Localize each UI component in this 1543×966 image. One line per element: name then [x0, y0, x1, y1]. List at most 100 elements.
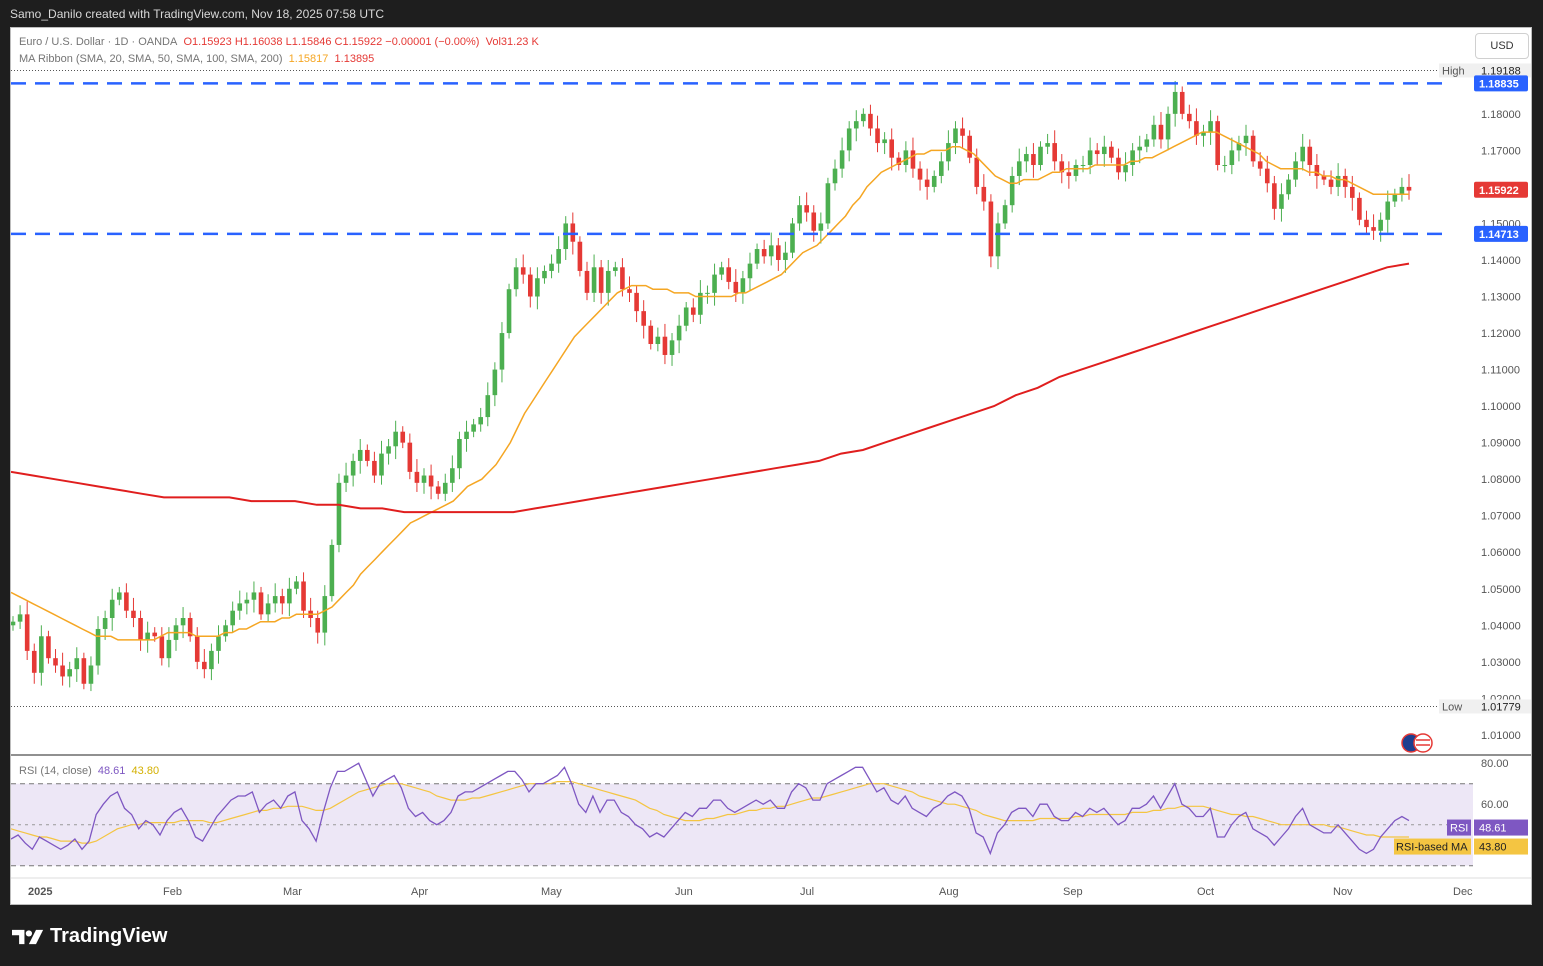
candle-body	[1272, 183, 1277, 209]
currency-button[interactable]: USD	[1475, 33, 1529, 59]
rsi-ma-line	[11, 780, 1409, 844]
time-axis-tick-label: Oct	[1197, 886, 1214, 898]
candle-body	[690, 307, 696, 315]
candle-body	[1080, 164, 1086, 166]
flag-circle-us	[1413, 733, 1433, 753]
candle-body	[187, 618, 193, 637]
candle-body	[1399, 186, 1405, 195]
time-axis-tick-label: Jul	[800, 886, 814, 898]
candle-body	[379, 453, 384, 476]
chart-canvas[interactable]: 1.200001.190001.180001.170001.160001.150…	[11, 28, 1531, 904]
candle-body	[520, 267, 526, 275]
candle-body	[875, 128, 880, 144]
high-label-bg	[1439, 63, 1531, 78]
candle-body	[946, 143, 951, 162]
candle-body	[1328, 179, 1334, 187]
price-axis-tick-label: 1.09000	[1481, 438, 1521, 450]
resistance-level-badge	[1474, 75, 1528, 92]
candle-body	[825, 183, 831, 224]
time-axis-tick-label: Jun	[675, 886, 693, 898]
sma200-line	[11, 262, 1410, 514]
price-axis-tick-label: 1.07000	[1481, 511, 1521, 523]
candle-body	[95, 628, 101, 666]
candle-body	[889, 139, 895, 158]
candle-body	[81, 658, 87, 684]
candle-body	[1307, 146, 1313, 165]
candle-body	[1109, 146, 1114, 158]
candle-body	[428, 475, 434, 487]
candle-body	[676, 325, 682, 341]
candle-body	[1031, 154, 1036, 165]
candle-body	[705, 292, 710, 294]
rsi-value-badge	[1474, 819, 1528, 836]
rsi-legend-value: 48.61	[97, 765, 126, 777]
candle-body	[740, 278, 746, 293]
candle-body	[804, 205, 809, 213]
candle-body	[258, 592, 264, 615]
candle-body	[1144, 139, 1150, 147]
candle-body	[712, 274, 717, 293]
candle-body	[159, 636, 165, 659]
candle-body	[202, 661, 207, 670]
candle-body	[535, 278, 540, 297]
candle-body	[223, 625, 228, 637]
last-price-badge	[1474, 181, 1528, 198]
candle-body	[832, 168, 838, 184]
low-value: 1.01779	[1481, 701, 1521, 713]
candle-body	[811, 212, 817, 231]
candle-body	[499, 333, 505, 370]
candle-body	[414, 471, 420, 483]
candle-body	[960, 128, 965, 136]
candle-body	[216, 636, 221, 651]
tradingview-logo-icon	[12, 929, 44, 944]
candle-body	[131, 610, 136, 619]
candle-body	[783, 252, 788, 260]
candle-body	[563, 223, 569, 250]
candle-body	[513, 267, 519, 290]
support-level-badge	[1474, 225, 1528, 242]
candle-body	[272, 596, 278, 604]
symbol-legend: Euro / U.S. Dollar · 1D · OANDA O1.15923…	[19, 36, 539, 48]
low-label-bg	[1439, 699, 1531, 714]
candle-body	[53, 658, 58, 666]
candle-body	[733, 281, 739, 293]
price-axis-tick-label: 1.05000	[1481, 584, 1521, 596]
time-axis-tick-label: 2025	[28, 886, 52, 898]
candle-body	[39, 636, 44, 673]
candle-body	[1342, 175, 1348, 187]
rsi-line	[11, 762, 1410, 856]
chart-frame[interactable]: 1.200001.190001.180001.170001.160001.150…	[10, 27, 1532, 905]
candle-body	[194, 636, 200, 662]
candle-body	[180, 618, 186, 626]
candle-body	[31, 650, 37, 673]
brand-name: TradingView	[50, 925, 168, 947]
candle-body	[1066, 172, 1072, 176]
candle-body	[542, 270, 547, 279]
ma-ribbon-label: MA Ribbon (SMA, 20, SMA, 50, SMA, 100, S…	[19, 53, 283, 65]
candle-body	[24, 614, 30, 651]
candle-body	[1215, 121, 1220, 165]
candle-body	[1364, 219, 1369, 228]
candle-body	[917, 168, 923, 180]
candle-body	[1179, 91, 1185, 114]
candle-body	[1187, 113, 1192, 122]
candle-body	[393, 431, 398, 447]
rsi-label: RSI (14, close)	[19, 765, 92, 777]
candle-body	[1137, 146, 1143, 151]
candle-body	[294, 581, 299, 589]
candle-body	[350, 460, 356, 476]
price-axis-tick-label: 1.12000	[1481, 328, 1521, 340]
candle-body	[768, 245, 774, 257]
candle-body	[776, 245, 781, 260]
rsi-ma-tag: RSI-based MA	[1396, 842, 1468, 854]
candle-body	[556, 249, 561, 264]
candle-body	[67, 669, 72, 677]
candle-body	[967, 135, 972, 158]
candle-body	[698, 292, 703, 315]
candle-body	[1123, 164, 1128, 173]
rsi-axis-tick-label: 80.00	[1481, 758, 1509, 770]
price-axis-tick-label: 1.04000	[1481, 620, 1521, 632]
candle-body	[209, 650, 214, 670]
candle-body	[450, 468, 455, 483]
candle-body	[279, 596, 285, 604]
